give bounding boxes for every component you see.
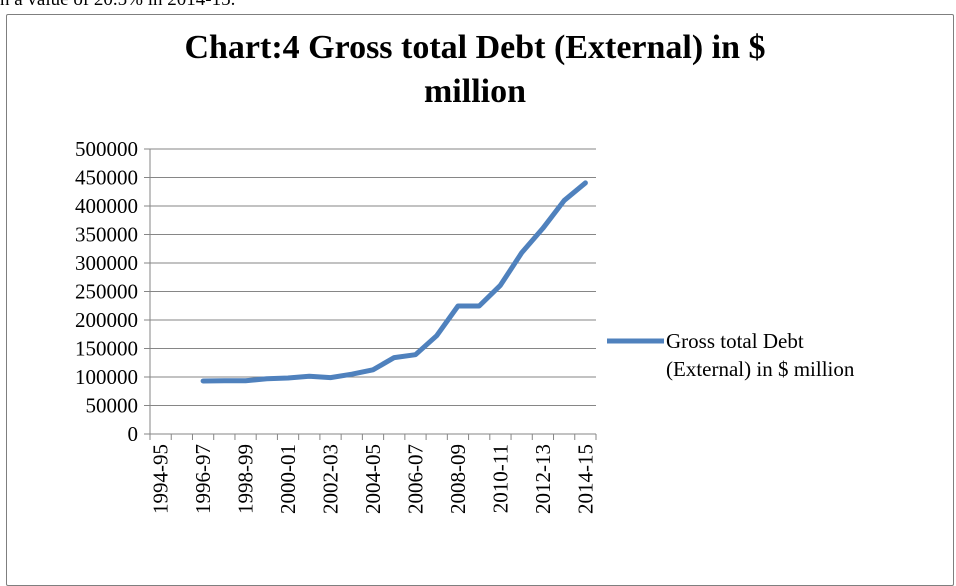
chart-frame xyxy=(6,14,954,586)
x-tick-label: 2004-05 xyxy=(361,444,385,514)
chart-title: Chart:4 Gross total Debt (External) in $… xyxy=(184,29,765,110)
axes xyxy=(149,149,597,440)
y-tick-label: 100000 xyxy=(75,365,138,389)
chart-title-line: million xyxy=(424,73,526,110)
y-tick-label: 350000 xyxy=(75,223,138,247)
body-text-fragment: n a value of 20.5% in 2014-15. xyxy=(0,0,235,11)
y-tick-labels: 0 50000 100000 150000 200000 250000 300000 3500… xyxy=(75,137,138,446)
x-tick-label: 1998-99 xyxy=(234,444,258,514)
x-tick-label: 2012-13 xyxy=(531,444,555,514)
y-tick-label: 250000 xyxy=(75,280,138,304)
x-tick-label: 2006-07 xyxy=(403,444,427,514)
y-tick-label: 200000 xyxy=(75,308,138,332)
chart-title-line: Chart:4 Gross total Debt (External) in $ xyxy=(184,29,765,66)
y-tick-label: 0 xyxy=(128,422,139,446)
x-tick-label: 1994-95 xyxy=(149,444,173,514)
series-line xyxy=(200,180,588,384)
x-tick-labels: 1994-95 1996-97 1998-99 2000-01 2002-03 2004-… xyxy=(149,444,598,514)
y-tick-label: 300000 xyxy=(75,251,138,275)
x-tick-label: 1996-97 xyxy=(191,444,215,514)
gridlines xyxy=(144,148,596,435)
y-tick-label: 450000 xyxy=(75,166,138,190)
x-tick-label: 2014-15 xyxy=(573,444,597,514)
x-tick-label: 2000-01 xyxy=(276,444,300,514)
y-tick-label: 400000 xyxy=(75,194,138,218)
y-tick-label: 500000 xyxy=(75,137,138,161)
y-tick-label: 150000 xyxy=(75,337,138,361)
y-tick-label: 50000 xyxy=(86,394,139,418)
x-tick-label: 2002-03 xyxy=(319,444,343,514)
x-tick-label: 2008-09 xyxy=(446,444,470,514)
legend: Gross total Debt (External) in $ million xyxy=(607,329,855,381)
legend-label: Gross total Debt xyxy=(666,329,804,353)
series xyxy=(200,180,588,384)
x-tick-label: 2010-11 xyxy=(488,444,512,513)
legend-label: (External) in $ million xyxy=(666,357,855,381)
